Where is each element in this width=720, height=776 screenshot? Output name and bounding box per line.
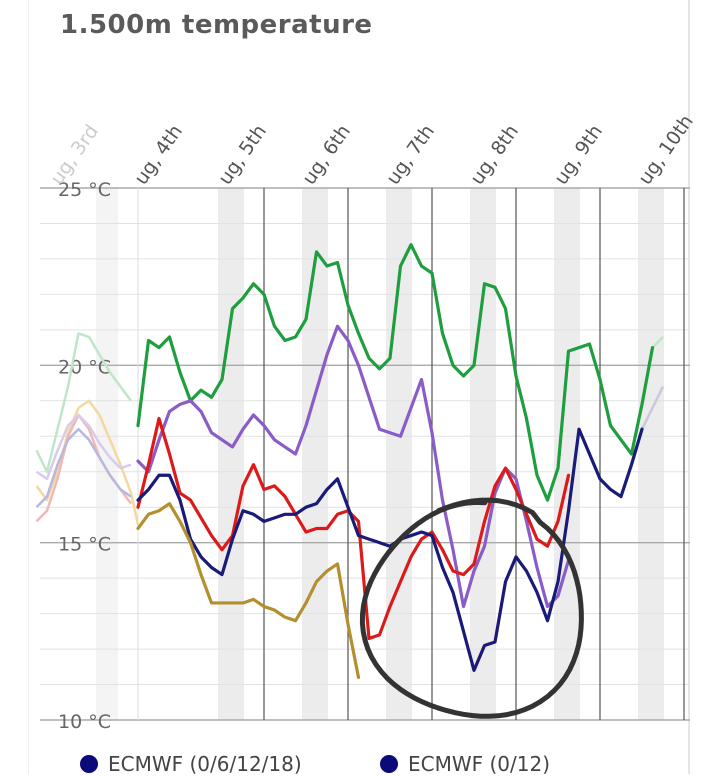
day-label: ug, 7th	[382, 121, 439, 189]
y-tick-label: 15 °C	[58, 534, 111, 556]
day-label: ug, 10th	[634, 111, 698, 189]
legend-label: ECMWF (0/12)	[408, 752, 551, 776]
ghost-series-line-0	[35, 332, 133, 473]
day-label: ug, 6th	[298, 121, 355, 189]
legend-item-ecmwf-6h[interactable]: ECMWF (0/6/12/18)	[80, 752, 302, 776]
chart-title: 1.500m temperature	[60, 10, 373, 40]
ghost-series-tail-navy	[640, 386, 665, 430]
legend-label: ECMWF (0/6/12/18)	[108, 752, 302, 776]
day-label: ug, 9th	[550, 121, 607, 189]
series-line-olive	[136, 502, 361, 680]
legend-dot-icon	[80, 755, 98, 773]
series-line-red	[136, 416, 571, 641]
series-line-navy	[136, 427, 644, 672]
legend: ECMWF (0/6/12/18) ECMWF (0/12)	[80, 748, 700, 776]
temperature-chart: 10 °C15 °C20 °C25 °Cug, 3rd ug, 4th ug, 5t…	[35, 111, 698, 733]
card-edge-left	[28, 0, 29, 774]
legend-item-ecmwf-12h[interactable]: ECMWF (0/12)	[380, 752, 550, 776]
night-band-5	[470, 188, 496, 720]
day-label: ug, 8th	[466, 121, 523, 189]
ghost-series-line-4	[35, 413, 132, 481]
annotation-circle	[359, 497, 584, 719]
night-band-2	[218, 188, 244, 720]
day-label: ug, 5th	[214, 121, 271, 189]
ghost-series-line-1	[35, 399, 140, 526]
y-tick-label: 25 °C	[58, 179, 111, 201]
ghost-series-line-3	[35, 427, 132, 509]
ghost-series-tail-green	[651, 336, 664, 349]
y-tick-label: 10 °C	[58, 711, 111, 733]
legend-dot-icon	[380, 755, 398, 773]
night-band-7	[638, 188, 664, 720]
series-line-green	[136, 243, 655, 502]
series-line-purple	[136, 324, 571, 609]
day-label: ug, 4th	[130, 121, 187, 189]
night-band-3	[302, 188, 328, 720]
card-edge-right	[688, 0, 690, 774]
